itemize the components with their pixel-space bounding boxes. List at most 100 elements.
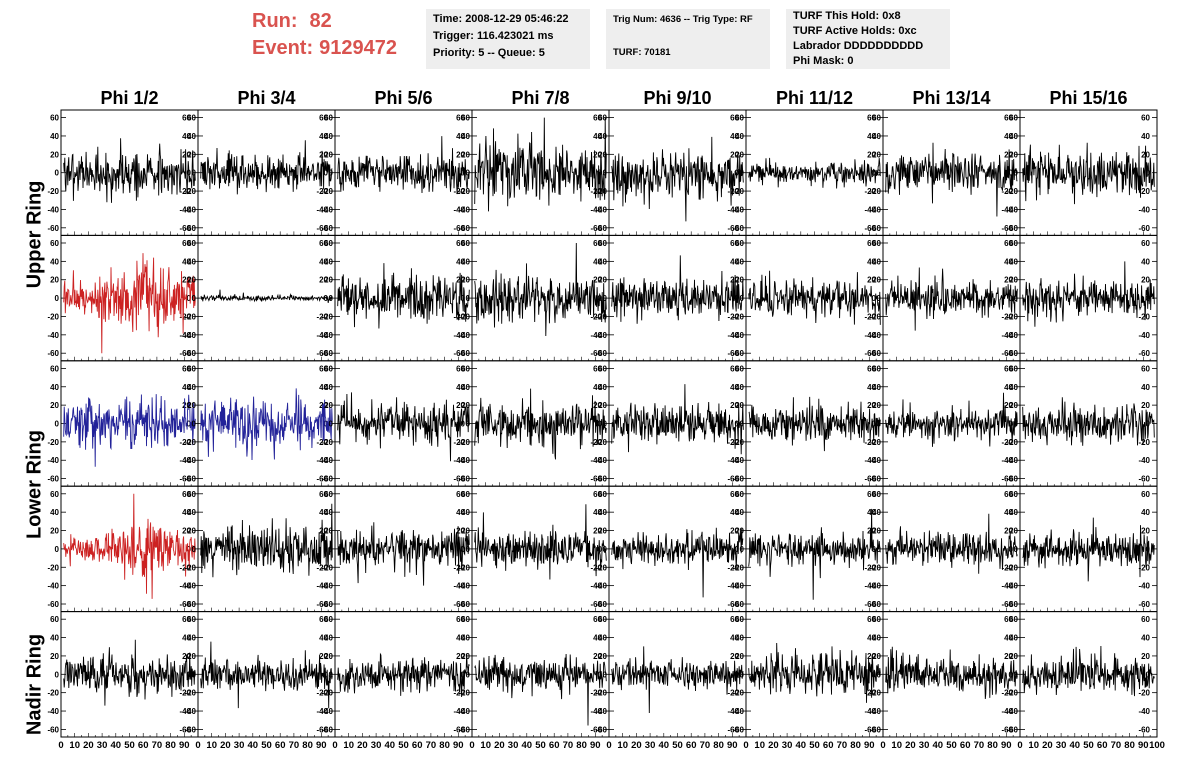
waveform-trace (337, 263, 470, 329)
y-tick-label-right: -40 (179, 331, 191, 340)
y-tick-label-right: 60 (1004, 615, 1013, 624)
y-tick-label-right: 60 (319, 490, 328, 499)
y-tick-label-left: 60 (598, 239, 607, 248)
waveform-trace (885, 646, 1018, 700)
x-tick-label: 30 (1056, 740, 1067, 751)
y-tick-label-right: 20 (182, 276, 191, 285)
x-tick-label: 50 (809, 740, 820, 751)
x-tick-label: 40 (659, 740, 670, 751)
x-tick-label: 10 (480, 740, 491, 751)
y-tick-label-left: -20 (321, 689, 333, 698)
y-tick-label-right: 40 (1141, 257, 1150, 266)
y-tick-label-right: -60 (179, 600, 191, 609)
y-tick-label-left: -40 (321, 456, 333, 465)
waveform-trace (885, 392, 1018, 447)
y-tick-label-left: 40 (1009, 132, 1018, 141)
y-tick-label-right: 40 (867, 257, 876, 266)
y-tick-label-right: 60 (730, 364, 739, 373)
y-tick-label-left: 60 (50, 490, 59, 499)
y-tick-label-right: 20 (730, 527, 739, 536)
y-tick-label-left: -60 (869, 475, 881, 484)
y-tick-label-left: 20 (872, 527, 881, 536)
y-tick-label-left: 20 (598, 401, 607, 410)
y-tick-label-right: 40 (1004, 132, 1013, 141)
y-tick-label-left: -20 (1006, 438, 1018, 447)
y-tick-label-left: -40 (732, 707, 744, 716)
y-tick-label-right: 60 (1004, 490, 1013, 499)
y-tick-label-left: 20 (461, 401, 470, 410)
x-tick-label: 90 (179, 740, 190, 751)
y-tick-label-left: -40 (47, 582, 59, 591)
x-tick-label: 80 (439, 740, 450, 751)
y-tick-label-left: 0 (55, 670, 60, 679)
y-tick-label-right: 40 (456, 508, 465, 517)
x-tick-label: 90 (316, 740, 327, 751)
turf-hold-text: TURF This Hold: 0x8 (793, 10, 901, 22)
y-tick-label-right: 20 (456, 401, 465, 410)
y-tick-label-right: -40 (1138, 331, 1150, 340)
y-tick-label-left: 60 (324, 364, 333, 373)
y-tick-label-left: -40 (47, 205, 59, 214)
y-tick-label-left: 0 (603, 545, 608, 554)
y-tick-label-right: 40 (182, 132, 191, 141)
y-tick-label-right: -60 (590, 600, 602, 609)
y-tick-label-right: 60 (867, 490, 876, 499)
y-tick-label-left: -40 (732, 205, 744, 214)
y-tick-label-right: 20 (867, 150, 876, 159)
y-tick-label-right: 40 (730, 634, 739, 643)
y-tick-label-left: -40 (595, 456, 607, 465)
y-tick-label-right: 60 (1141, 114, 1150, 123)
y-tick-label-right: -20 (1001, 689, 1013, 698)
y-tick-label-right: -20 (453, 187, 465, 196)
y-tick-label-right: -60 (316, 224, 328, 233)
y-tick-label-right: 20 (319, 276, 328, 285)
y-tick-label-right: -40 (316, 707, 328, 716)
x-tick-label: 90 (864, 740, 875, 751)
y-tick-label-right: -20 (727, 187, 739, 196)
y-tick-label-left: -60 (321, 475, 333, 484)
y-tick-label-left: -40 (1006, 456, 1018, 465)
y-tick-label-right: -60 (453, 475, 465, 484)
y-tick-label-left: 60 (735, 114, 744, 123)
y-tick-label-right: 60 (1004, 114, 1013, 123)
y-tick-label-left: -40 (1006, 331, 1018, 340)
y-tick-label-left: 40 (461, 383, 470, 392)
y-tick-label-right: -20 (453, 438, 465, 447)
y-tick-label-right: -20 (453, 312, 465, 321)
waveform-trace (474, 388, 607, 460)
y-tick-label-right: 60 (1141, 615, 1150, 624)
y-tick-label-left: 20 (598, 652, 607, 661)
y-tick-label-right: -40 (316, 205, 328, 214)
y-tick-label-left: 20 (1009, 401, 1018, 410)
y-tick-label-right: -60 (727, 349, 739, 358)
y-tick-label-left: -20 (458, 689, 470, 698)
y-tick-label-right: 40 (867, 132, 876, 141)
y-tick-label-left: 20 (187, 401, 196, 410)
y-tick-label-right: 0 (324, 169, 329, 178)
y-tick-label-left: -60 (1006, 725, 1018, 734)
y-tick-label-left: 60 (872, 114, 881, 123)
y-tick-label-right: 60 (182, 239, 191, 248)
y-tick-label-left: 60 (461, 615, 470, 624)
y-tick-label-right: -60 (179, 349, 191, 358)
y-tick-label-left: 20 (735, 276, 744, 285)
x-tick-label: 10 (69, 740, 80, 751)
y-tick-label-left: -20 (869, 187, 881, 196)
y-tick-label-left: -40 (732, 582, 744, 591)
waveform-trace (1022, 645, 1155, 697)
y-tick-label-left: 20 (872, 401, 881, 410)
y-tick-label-left: -20 (1006, 689, 1018, 698)
x-tick-label: 60 (412, 740, 423, 751)
y-tick-label-right: -40 (316, 582, 328, 591)
y-tick-label-left: 0 (1014, 670, 1019, 679)
turf-text: TURF: 70181 (613, 47, 671, 58)
y-tick-label-left: 60 (872, 615, 881, 624)
turf-active-text: TURF Active Holds: 0xc (793, 25, 917, 37)
y-tick-label-right: 20 (593, 150, 602, 159)
y-tick-label-right: 60 (593, 364, 602, 373)
y-tick-label-left: -60 (47, 725, 59, 734)
run-event-box: Run: 82 Event: 9129472 (252, 8, 397, 62)
y-tick-label-left: -40 (869, 582, 881, 591)
y-tick-label-left: -20 (1006, 312, 1018, 321)
phi-mask-text: Phi Mask: 0 (793, 55, 854, 67)
